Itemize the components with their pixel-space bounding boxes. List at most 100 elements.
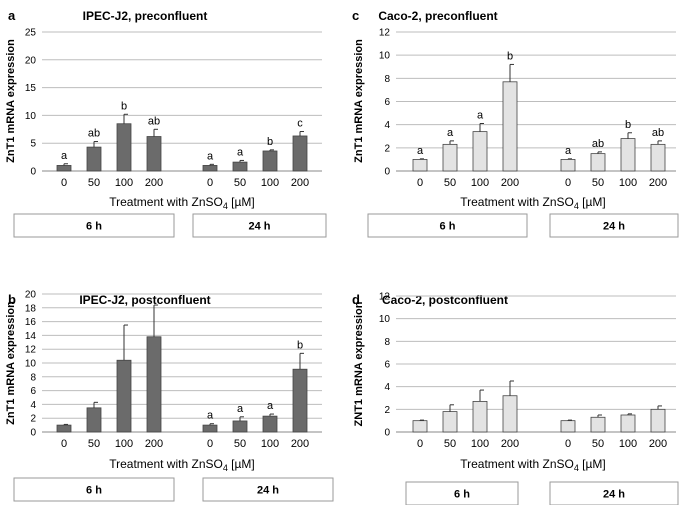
y-tick-label: 2: [30, 414, 36, 425]
bar: [202, 424, 218, 433]
bar: [472, 131, 488, 172]
panel-letter: c: [352, 8, 359, 23]
significance-letter: ab: [592, 138, 604, 150]
y-tick-label: 5: [30, 139, 36, 150]
bar: [116, 123, 132, 172]
x-tick-label: 50: [88, 177, 100, 189]
bar: [502, 81, 518, 172]
bar: [146, 336, 162, 433]
bar: [116, 359, 132, 433]
significance-letter: b: [625, 119, 631, 131]
x-axis-label: Treatment with ZnSO4 [µM]: [109, 457, 255, 473]
y-tick-label: 8: [384, 74, 390, 85]
bar: [86, 407, 102, 433]
x-tick-label: 100: [619, 177, 637, 189]
y-axis-label: ZNT1 mRNA expression: [353, 301, 365, 426]
y-tick-label: 14: [25, 331, 37, 342]
significance-letter: b: [121, 100, 127, 112]
x-tick-label: 100: [261, 177, 279, 189]
y-axis-label: ZnT1 mRNA expression: [5, 39, 17, 163]
y-tick-label: 10: [379, 51, 391, 62]
group-label: 6 h: [86, 485, 102, 497]
panel-a: a IPEC-J2, preconfluent 0 5 10 15 20 25 ZnT1 mRN…: [5, 8, 327, 238]
panel-letter: a: [8, 8, 16, 23]
panel-b: b IPEC-J2, postconfluent 0 2 4 6 8 10 12 14 16 18 20…: [5, 290, 334, 502]
significance-letter: a: [565, 145, 572, 157]
bar: [560, 420, 576, 433]
group-box: [367, 213, 528, 238]
x-tick-label: 0: [565, 177, 571, 189]
significance-letter: a: [237, 403, 244, 415]
y-tick-label: 10: [379, 314, 391, 325]
group-label: 24 h: [603, 221, 625, 233]
significance-letter: b: [507, 50, 513, 62]
group-label: 6 h: [440, 221, 456, 233]
bar: [202, 165, 218, 172]
significance-letter: a: [267, 400, 274, 412]
x-tick-label: 0: [61, 177, 67, 189]
group-box: [549, 481, 679, 505]
bar: [650, 143, 666, 172]
x-tick-label: 50: [444, 438, 456, 450]
x-tick-label: 200: [291, 177, 309, 189]
y-tick-label: 4: [384, 120, 390, 131]
bar: [502, 395, 518, 433]
significance-letter: a: [447, 127, 454, 139]
y-tick-label: 0: [384, 428, 390, 439]
x-tick-label: 100: [471, 177, 489, 189]
x-tick-label: 0: [61, 438, 67, 450]
y-tick-label: 10: [25, 111, 37, 122]
x-axis-label: Treatment with ZnSO4 [µM]: [109, 195, 255, 211]
x-tick-label: 100: [115, 438, 133, 450]
bar: [620, 414, 636, 433]
chart-title: Caco-2, preconfluent: [378, 9, 497, 23]
bar: [262, 415, 278, 433]
group-box: [202, 477, 334, 502]
y-axis-label: ZnT1 mRNA expression: [5, 301, 17, 425]
y-tick-label: 0: [30, 428, 36, 439]
y-tick-label: 8: [30, 372, 36, 383]
y-axis-label: ZnT1 mRNA expression: [353, 39, 365, 163]
x-tick-label: 0: [417, 438, 423, 450]
y-tick-label: 16: [25, 317, 37, 328]
group-label: 6 h: [454, 489, 470, 501]
x-tick-label: 50: [592, 438, 604, 450]
significance-letter: ab: [148, 115, 160, 127]
significance-letter: b: [297, 339, 303, 351]
x-tick-label: 50: [88, 438, 100, 450]
bar: [412, 420, 428, 433]
x-tick-label: 200: [649, 177, 667, 189]
y-tick-label: 10: [25, 359, 37, 370]
y-tick-label: 20: [25, 290, 37, 301]
group-label: 24 h: [603, 489, 625, 501]
x-tick-label: 200: [145, 438, 163, 450]
chart-title: Caco-2, postconfluent: [382, 293, 508, 307]
y-tick-label: 0: [384, 167, 390, 178]
significance-letter: a: [477, 110, 484, 122]
group-label: 24 h: [248, 221, 270, 233]
x-axis-label: Treatment with ZnSO4 [µM]: [460, 195, 606, 211]
y-tick-label: 6: [30, 386, 36, 397]
bar: [412, 159, 428, 172]
x-tick-label: 200: [501, 177, 519, 189]
panel-d: d Caco-2, postconfluent 0 2 4 6 8 10 12 ZNT1 mRNA…: [352, 292, 679, 505]
group-box: [549, 213, 679, 238]
x-tick-label: 100: [115, 177, 133, 189]
significance-letter: b: [267, 136, 273, 148]
y-tick-label: 4: [384, 382, 390, 393]
x-tick-label: 0: [565, 438, 571, 450]
x-tick-label: 100: [261, 438, 279, 450]
bar: [146, 136, 162, 172]
group-box: [405, 481, 519, 505]
significance-letter: a: [207, 410, 214, 422]
x-tick-label: 200: [291, 438, 309, 450]
panel-letter: d: [352, 292, 360, 307]
y-tick-label: 6: [384, 97, 390, 108]
x-tick-label: 100: [619, 438, 637, 450]
y-tick-label: 25: [25, 28, 37, 39]
bar: [292, 135, 308, 172]
x-tick-label: 50: [592, 177, 604, 189]
significance-letter: a: [207, 150, 214, 162]
y-tick-label: 12: [379, 28, 391, 39]
